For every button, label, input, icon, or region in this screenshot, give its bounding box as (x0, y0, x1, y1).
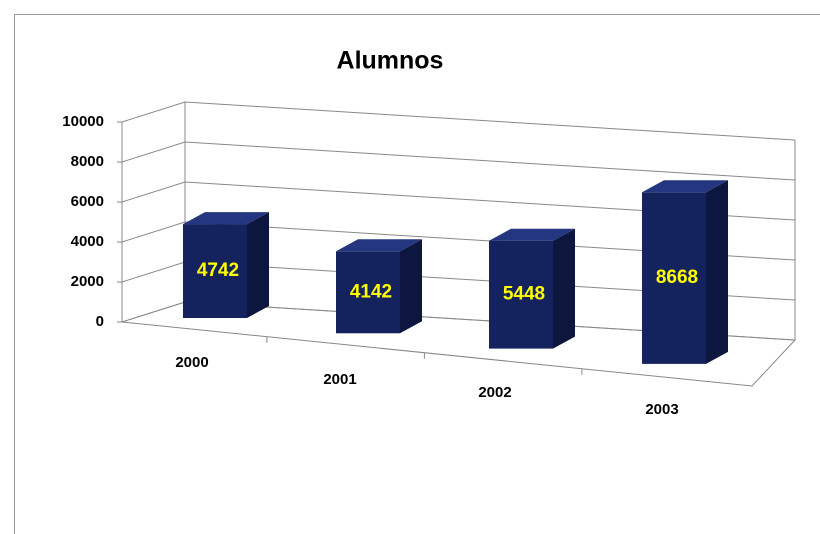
bar-top (183, 212, 269, 225)
bar (336, 251, 400, 334)
data-label: 4742 (197, 260, 239, 281)
bar-top (642, 180, 728, 193)
grid-line (121, 221, 796, 261)
y-tick-label: 2000 (71, 273, 104, 290)
chart-title: Alumnos (337, 47, 444, 75)
grid-line (121, 101, 796, 141)
grid-line (121, 141, 796, 181)
y-tick-label: 0 (96, 313, 104, 330)
bar-side (400, 239, 422, 334)
y-tick-label: 6000 (71, 193, 104, 210)
y-tick-label: 8000 (71, 153, 104, 170)
y-tick-label: 4000 (71, 233, 104, 250)
x-tick-label: 2002 (478, 384, 511, 401)
grid-line (121, 181, 796, 221)
x-tick-label: 2000 (175, 354, 208, 371)
bar-side (706, 180, 728, 364)
bar-side (247, 212, 269, 318)
bar (489, 240, 553, 349)
frame (14, 14, 820, 534)
x-tick-label: 2001 (323, 371, 356, 388)
bar (183, 224, 247, 318)
bar-top (489, 228, 575, 241)
bar (642, 192, 706, 364)
data-label: 4142 (350, 281, 392, 302)
bar-top (336, 239, 422, 252)
bar-side (553, 228, 575, 349)
data-label: 8668 (656, 267, 698, 288)
x-tick-label: 2003 (645, 401, 678, 418)
y-tick-label: 10000 (62, 113, 104, 130)
data-label: 5448 (503, 284, 545, 305)
